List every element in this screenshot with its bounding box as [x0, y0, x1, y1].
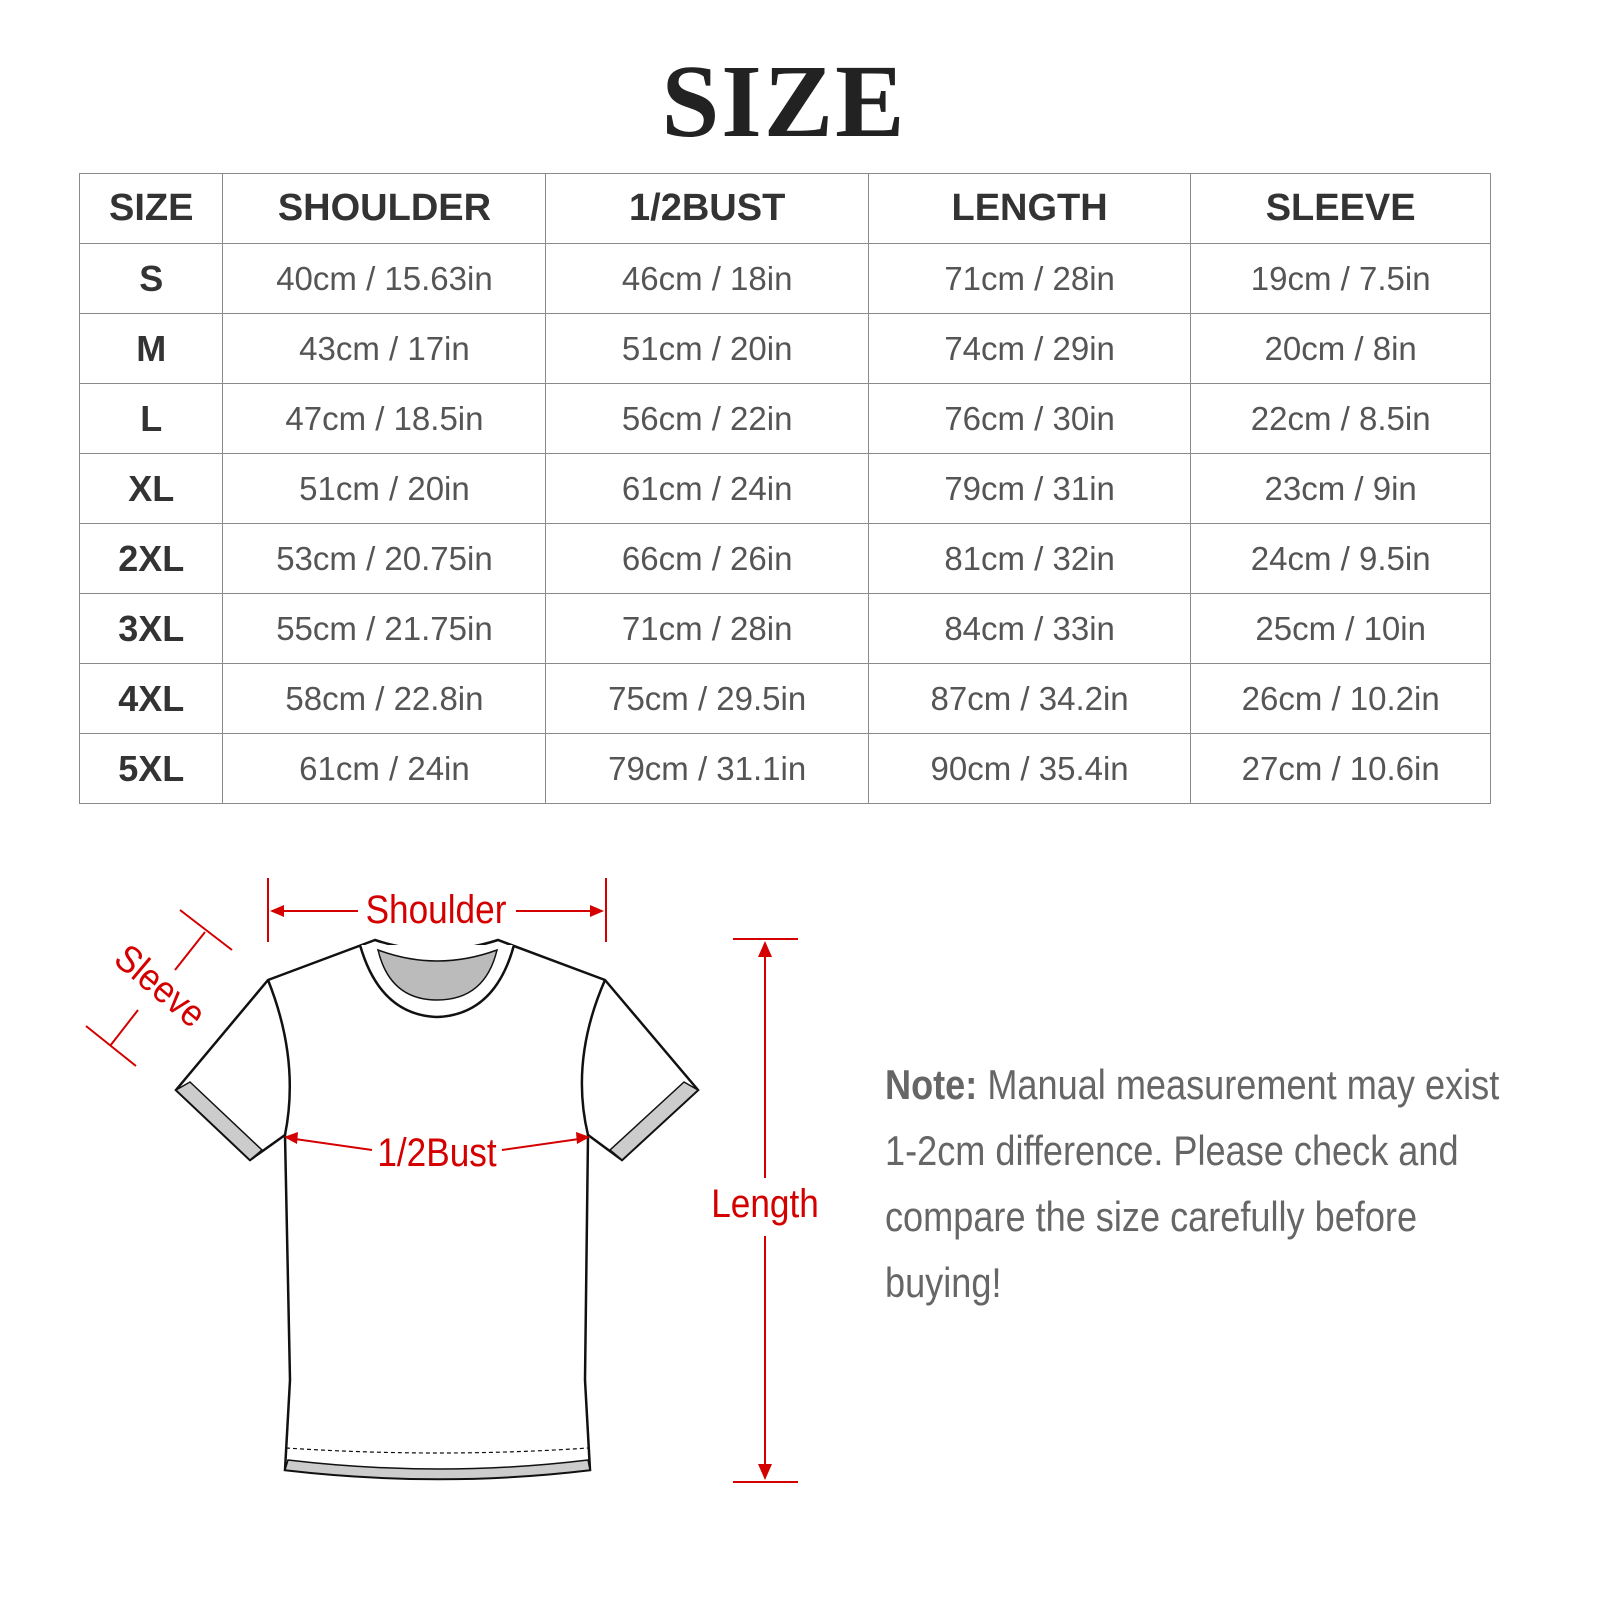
- measurement-cell: 66cm / 26in: [545, 523, 869, 594]
- measurement-cell: 20cm / 8in: [1190, 313, 1491, 384]
- table-row: 3XL 55cm / 21.75in 71cm / 28in 84cm / 33in 2…: [78, 593, 1491, 664]
- table-row: 4XL 58cm / 22.8in 75cm / 29.5in 87cm / 34.2…: [78, 663, 1491, 734]
- measurement-cell: 53cm / 20.75in: [222, 523, 547, 594]
- size-cell: M: [78, 313, 224, 384]
- measurement-cell: 71cm / 28in: [545, 593, 869, 664]
- measurement-cell: 84cm / 33in: [867, 593, 1192, 664]
- measurement-cell: 25cm / 10in: [1190, 593, 1491, 664]
- measurement-cell: 90cm / 35.4in: [867, 733, 1192, 804]
- measurement-cell: 27cm / 10.6in: [1190, 733, 1491, 804]
- measurement-cell: 76cm / 30in: [867, 383, 1192, 454]
- measurement-cell: 46cm / 18in: [545, 243, 869, 314]
- column-header: SIZE: [78, 173, 224, 244]
- measurement-cell: 79cm / 31in: [867, 453, 1192, 524]
- table-row: M 43cm / 17in 51cm / 20in 74cm / 29in 20cm /…: [78, 313, 1491, 384]
- measurement-cell: 81cm / 32in: [867, 523, 1192, 594]
- size-cell: 3XL: [78, 593, 224, 664]
- table-row: L 47cm / 18.5in 56cm / 22in 76cm / 30in 22cm…: [78, 383, 1491, 454]
- measurement-cell: 24cm / 9.5in: [1190, 523, 1491, 594]
- size-cell: 5XL: [78, 733, 224, 804]
- bust-label: 1/2Bust: [377, 1130, 497, 1175]
- note-label: Note:: [885, 1061, 978, 1108]
- table-row: 2XL 53cm / 20.75in 66cm / 26in 81cm / 32in 2…: [78, 523, 1491, 594]
- measurement-cell: 79cm / 31.1in: [545, 733, 869, 804]
- measurement-cell: 56cm / 22in: [545, 383, 869, 454]
- measurement-cell: 75cm / 29.5in: [545, 663, 869, 734]
- measurement-cell: 74cm / 29in: [867, 313, 1192, 384]
- table-row: XL 51cm / 20in 61cm / 24in 79cm / 31in 23cm …: [78, 453, 1491, 524]
- measurement-cell: 58cm / 22.8in: [222, 663, 547, 734]
- note-body: Manual measurement may exist 1-2cm diffe…: [885, 1061, 1500, 1306]
- page-title: SIZE: [661, 44, 907, 159]
- sleeve-label: Sleeve: [107, 935, 215, 1035]
- tshirt-illustration: [174, 938, 700, 1481]
- measurement-cell: 87cm / 34.2in: [867, 663, 1192, 734]
- measurement-cell: 22cm / 8.5in: [1190, 383, 1491, 454]
- measurement-cell: 23cm / 9in: [1190, 453, 1491, 524]
- table-row: S 40cm / 15.63in 46cm / 18in 71cm / 28in 19c…: [78, 243, 1491, 314]
- note-text: Note: Manual measurement may exist 1-2cm…: [885, 1052, 1504, 1316]
- table-header-row: SIZE SHOULDER 1/2BUST LENGTH SLEEVE: [78, 173, 1491, 244]
- measurement-cell: 40cm / 15.63in: [222, 243, 547, 314]
- column-header: 1/2BUST: [545, 173, 869, 244]
- column-header: SLEEVE: [1190, 173, 1491, 244]
- measurement-cell: 26cm / 10.2in: [1190, 663, 1491, 734]
- measurement-cell: 51cm / 20in: [222, 453, 547, 524]
- size-cell: S: [78, 243, 224, 314]
- shoulder-label: Shoulder: [366, 887, 507, 932]
- measurement-cell: 71cm / 28in: [867, 243, 1192, 314]
- measurement-cell: 19cm / 7.5in: [1190, 243, 1491, 314]
- measurement-cell: 43cm / 17in: [222, 313, 547, 384]
- size-cell: L: [78, 383, 224, 454]
- size-cell: 4XL: [78, 663, 224, 734]
- table-body: S 40cm / 15.63in 46cm / 18in 71cm / 28in 19c…: [78, 243, 1491, 804]
- measurement-cell: 61cm / 24in: [545, 453, 869, 524]
- size-table: SIZE SHOULDER 1/2BUST LENGTH SLEEVE S 40cm / …: [78, 173, 1491, 804]
- measurement-cell: 61cm / 24in: [222, 733, 547, 804]
- size-cell: XL: [78, 453, 224, 524]
- column-header: LENGTH: [867, 173, 1192, 244]
- length-label: Length: [711, 1181, 819, 1226]
- table-row: 5XL 61cm / 24in 79cm / 31.1in 90cm / 35.4in…: [78, 733, 1491, 804]
- measurement-cell: 51cm / 20in: [545, 313, 869, 384]
- measurement-cell: 55cm / 21.75in: [222, 593, 547, 664]
